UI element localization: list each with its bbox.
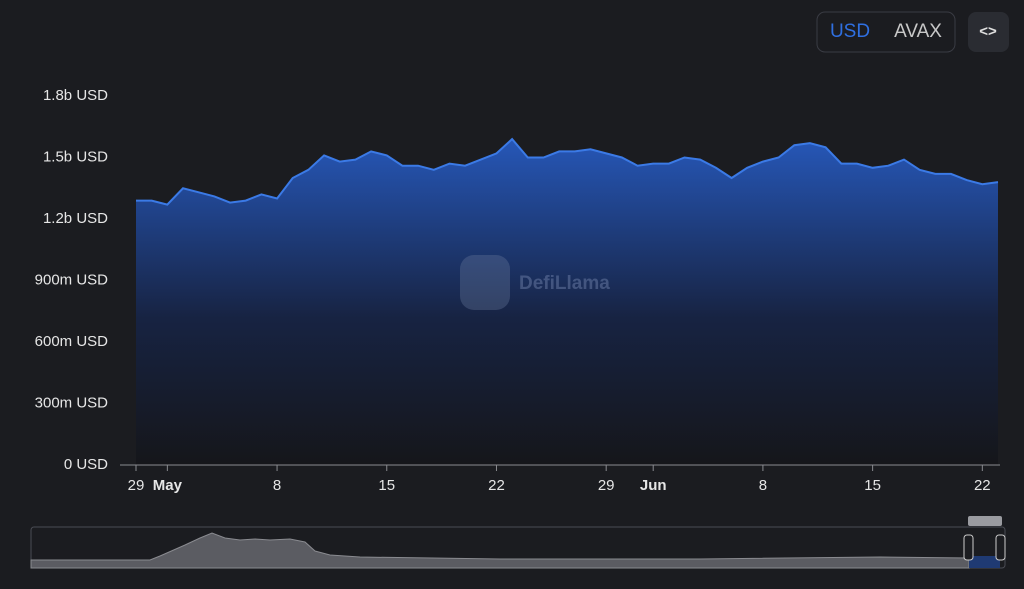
navigator-selection (969, 556, 1000, 568)
y-tick-label: 600m USD (35, 333, 109, 350)
navigator-handle-left[interactable] (963, 534, 974, 561)
navigator-handle-right[interactable] (995, 534, 1006, 561)
currency-toggle (816, 11, 956, 53)
x-tick-label: 29 (598, 477, 615, 494)
embed-button-label: <> (979, 23, 997, 40)
watermark-logo (460, 255, 510, 310)
navigator (30, 516, 1006, 569)
area-fill (136, 139, 998, 465)
x-tick-label: 15 (864, 477, 881, 494)
x-tick-label: 15 (378, 477, 395, 494)
y-tick-label: 300m USD (35, 394, 109, 411)
watermark-text: DefiLlama (519, 273, 610, 294)
y-tick-label: 0 USD (64, 456, 108, 473)
watermark: DefiLlama (460, 255, 610, 310)
navigator-grip[interactable] (968, 516, 1002, 526)
x-tick-label: Jun (640, 477, 667, 494)
y-tick-label: 1.5b USD (43, 148, 108, 165)
x-tick-label: 22 (974, 477, 991, 494)
x-tick-label: May (153, 477, 183, 494)
embed-button[interactable] (968, 12, 1009, 52)
toggle-usd[interactable]: USD (830, 21, 870, 42)
area-line (136, 137, 999, 206)
x-tick-label: 8 (759, 477, 767, 494)
x-tick-label: 29 (128, 477, 145, 494)
x-tick-label: 22 (488, 477, 505, 494)
x-tick-label: 8 (273, 477, 281, 494)
y-tick-label: 1.8b USD (43, 87, 108, 104)
navigator-shape (30, 532, 970, 569)
toggle-avax[interactable]: AVAX (894, 21, 942, 42)
y-tick-label: 900m USD (35, 271, 109, 288)
y-tick-label: 1.2b USD (43, 210, 108, 227)
